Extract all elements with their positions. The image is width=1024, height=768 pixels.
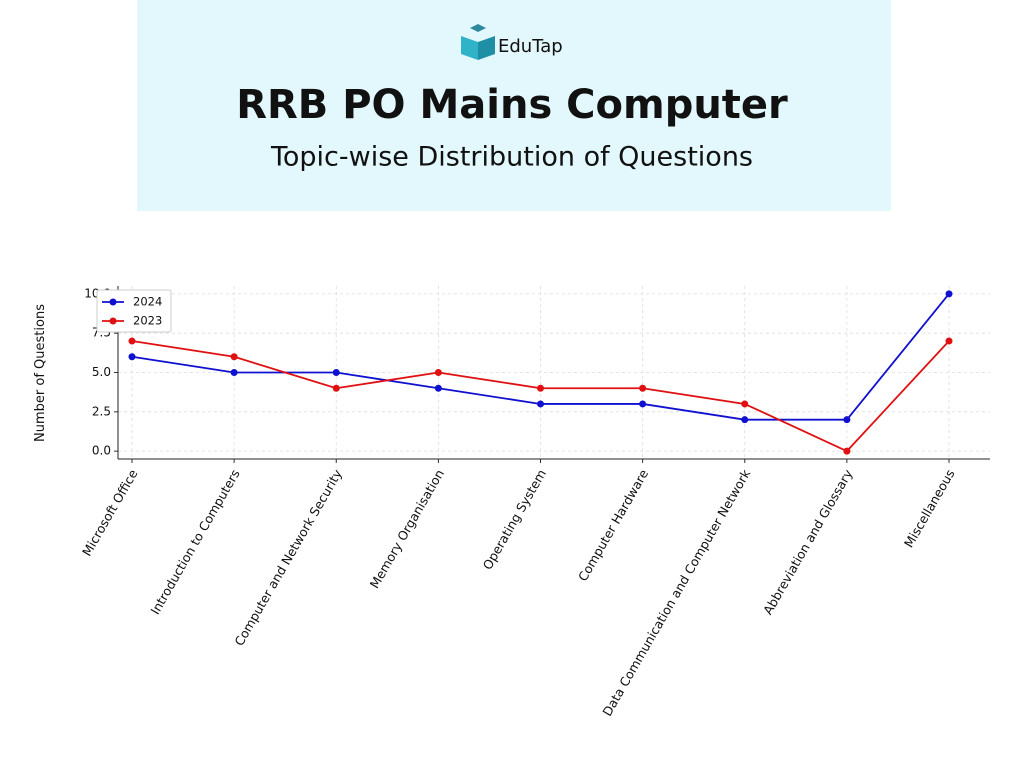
data-point xyxy=(537,384,544,392)
chart-title: RRB PO Mains Computer xyxy=(236,82,788,128)
x-tick-label: Introduction to Computers xyxy=(147,467,242,617)
data-point xyxy=(332,369,340,376)
data-point xyxy=(230,369,238,376)
x-tick-label: Memory Organisation xyxy=(367,467,447,591)
y-tick-label: 0.0 xyxy=(92,444,111,458)
data-point xyxy=(434,384,442,392)
x-tick-label: Computer and Network Security xyxy=(231,466,345,648)
legend-label: 2024 xyxy=(133,295,162,309)
data-point xyxy=(537,400,544,408)
data-point xyxy=(639,400,647,408)
legend-marker xyxy=(109,317,117,325)
data-point xyxy=(128,337,136,345)
x-tick-label: Operating System xyxy=(480,467,550,572)
brand: EduTap xyxy=(498,36,563,57)
data-point xyxy=(639,384,647,392)
data-point xyxy=(332,384,340,392)
chart-subtitle: Topic-wise Distribution of Questions xyxy=(270,142,753,173)
x-tick-label: Computer Hardware xyxy=(575,466,651,583)
data-point xyxy=(843,416,851,424)
data-point xyxy=(741,400,749,408)
legend-label: 2023 xyxy=(133,314,162,328)
data-point xyxy=(945,290,953,298)
x-tick-label: Miscellaneous xyxy=(901,467,958,550)
data-point xyxy=(741,416,749,424)
data-point xyxy=(230,353,238,361)
data-point xyxy=(128,353,136,361)
data-point xyxy=(945,337,953,345)
y-axis-label: Number of Questions xyxy=(33,304,48,442)
logo-icon xyxy=(461,24,495,60)
x-tick-label: Microsoft Office xyxy=(79,466,141,558)
y-tick-label: 5.0 xyxy=(92,365,111,379)
x-tick-label: Abbreviation and Glossary xyxy=(760,466,856,617)
y-tick-label: 2.5 xyxy=(92,404,111,418)
data-point xyxy=(434,369,442,376)
legend-marker xyxy=(109,298,117,306)
data-point xyxy=(843,447,851,455)
header-banner xyxy=(137,0,891,211)
